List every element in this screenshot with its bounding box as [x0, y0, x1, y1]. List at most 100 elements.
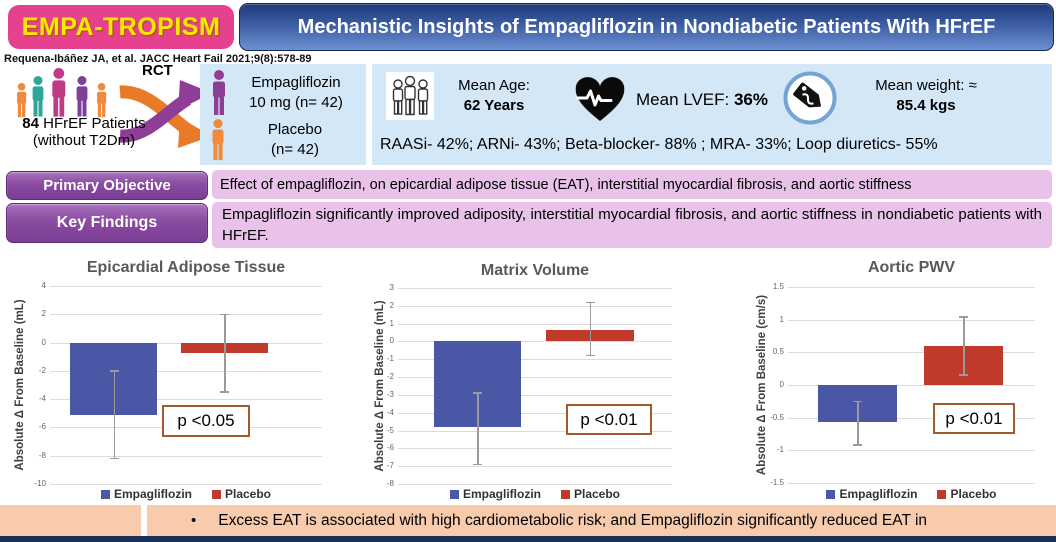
y-tick-label: -2 [386, 372, 394, 382]
gridline [788, 385, 1035, 386]
y-tick-label: -6 [38, 422, 46, 432]
y-tick-label: -7 [386, 461, 394, 471]
arm-label: Empagliflozin 10 mg (n= 42) [249, 74, 343, 111]
legend-label: Placebo [573, 487, 621, 501]
y-tick-label: -1 [776, 445, 784, 455]
legend-swatch [560, 489, 570, 499]
study-acronym: EMPA-TROPISM [21, 12, 221, 41]
gridline [788, 287, 1035, 288]
error-bar [113, 370, 116, 459]
legend-swatch [826, 489, 836, 499]
mean-weight-stat: Mean weight: ≈ 85.4 kgs [875, 77, 977, 114]
legend-swatch [211, 489, 221, 499]
takeaway-spacer-box [0, 505, 141, 536]
error-bar-cap [220, 313, 230, 316]
error-bar-cap [109, 457, 119, 460]
legend-item: Placebo [211, 487, 272, 501]
y-tick-label: -10 [34, 479, 46, 488]
gridline [398, 323, 672, 325]
y-tick-label: -0.5 [770, 412, 784, 422]
gridline [398, 394, 672, 396]
error-bar [857, 401, 859, 446]
cohort-size-line: 84 HFrEF Patients [0, 115, 168, 133]
gridline [788, 450, 1035, 452]
cohort-count-label: HFrEF Patients [38, 115, 146, 132]
baseline-stats-panel: Mean Age: 62 Years Mean LVEF: 36% Mean w… [372, 64, 1052, 165]
y-tick-label: 4 [41, 281, 46, 290]
orange-person-icon [212, 119, 224, 161]
chart-title: Epicardial Adipose Tissue [86, 259, 286, 276]
error-bar-cap [959, 374, 969, 376]
y-tick-label: 0 [389, 336, 394, 346]
legend-label: Empagliflozin [839, 487, 918, 501]
takeaway-text: Excess EAT is associated with high cardi… [218, 511, 928, 529]
chart-title: Matrix Volume [480, 262, 590, 279]
y-tick-label: -8 [38, 450, 46, 460]
error-bar-cap [473, 392, 483, 394]
bar-empagliflozin [817, 385, 897, 423]
error-bar-cap [585, 354, 595, 357]
legend-swatch [937, 489, 947, 499]
key-findings-text: Empagliflozin significantly improved adi… [212, 202, 1052, 248]
treatment-arms-panel: Empagliflozin 10 mg (n= 42) Placebo (n= … [200, 64, 366, 165]
gridline [398, 305, 672, 307]
p-value-box: p <0.05 [162, 405, 250, 437]
title-bar: Mechanistic Insights of Empagliflozin in… [239, 3, 1054, 51]
bar-placebo [545, 329, 634, 342]
legend-label: Empagliflozin [113, 487, 192, 501]
gridline [398, 341, 672, 343]
mean-lvef-stat: Mean LVEF: 36% [636, 90, 768, 109]
gridline [788, 483, 1035, 484]
background-medications: RAASi- 42%; ARNi- 43%; Beta-blocker- 88%… [380, 136, 938, 153]
bar-placebo [180, 342, 268, 354]
y-tick-label: -1 [386, 354, 394, 364]
bar-empagliflozin [433, 341, 522, 427]
chart-legend: Empagliflozin Placebo [398, 487, 672, 501]
chart-title: Aortic PWV [867, 259, 956, 276]
p-value-box: p <0.01 [566, 404, 652, 435]
y-tick-label: -2 [38, 365, 46, 375]
gridline [50, 399, 322, 401]
gridline [398, 430, 672, 432]
legend-item: Placebo [560, 487, 621, 501]
citation: Requena-Ibáñez JA, et al. JACC Heart Fai… [4, 53, 312, 65]
key-findings-button: Key Findings [6, 203, 208, 243]
legend-label: Empagliflozin [462, 487, 541, 501]
primary-objective-text: Effect of empagliflozin, on epicardial a… [212, 170, 1052, 199]
error-bar-cap [853, 400, 863, 403]
primary-objective-button: Primary Objective [6, 171, 208, 200]
chart-y-axis-label: Absolute Δ From Baseline (mL) [14, 299, 26, 471]
gridline [788, 352, 1035, 354]
gridline [398, 466, 672, 468]
randomization-arrows-icon [119, 80, 212, 148]
gridline [50, 455, 322, 457]
y-tick-label: 2 [389, 300, 394, 310]
gridline [398, 484, 672, 485]
y-tick-label: 2 [41, 309, 46, 319]
y-tick-label: -6 [386, 443, 394, 453]
error-bar-cap [853, 444, 863, 446]
legend-item: Placebo [937, 487, 997, 501]
y-tick-label: 0 [41, 337, 46, 347]
arm-empagliflozin: Empagliflozin 10 mg (n= 42) [206, 70, 360, 116]
gridline [788, 319, 1035, 321]
y-tick-label: 1 [779, 314, 784, 324]
y-tick-label: 1 [389, 318, 394, 328]
p-value-box: p <0.01 [933, 403, 1015, 434]
error-bar-cap [220, 391, 230, 393]
gridline [398, 288, 672, 289]
gridline [398, 359, 672, 361]
error-bar [477, 393, 479, 465]
takeaway-bar: • Excess EAT is associated with high car… [147, 505, 1056, 536]
y-tick-label: -4 [38, 394, 46, 404]
legend-label: Placebo [950, 487, 997, 501]
gridline [398, 377, 672, 379]
purple-person-icon [213, 70, 225, 115]
legend-label: Placebo [224, 487, 272, 501]
gridline [50, 286, 322, 287]
bottom-border-strip [0, 536, 1056, 542]
y-tick-label: 3 [389, 283, 394, 292]
y-tick-label: -4 [386, 407, 394, 417]
y-tick-label: 0 [779, 380, 784, 389]
